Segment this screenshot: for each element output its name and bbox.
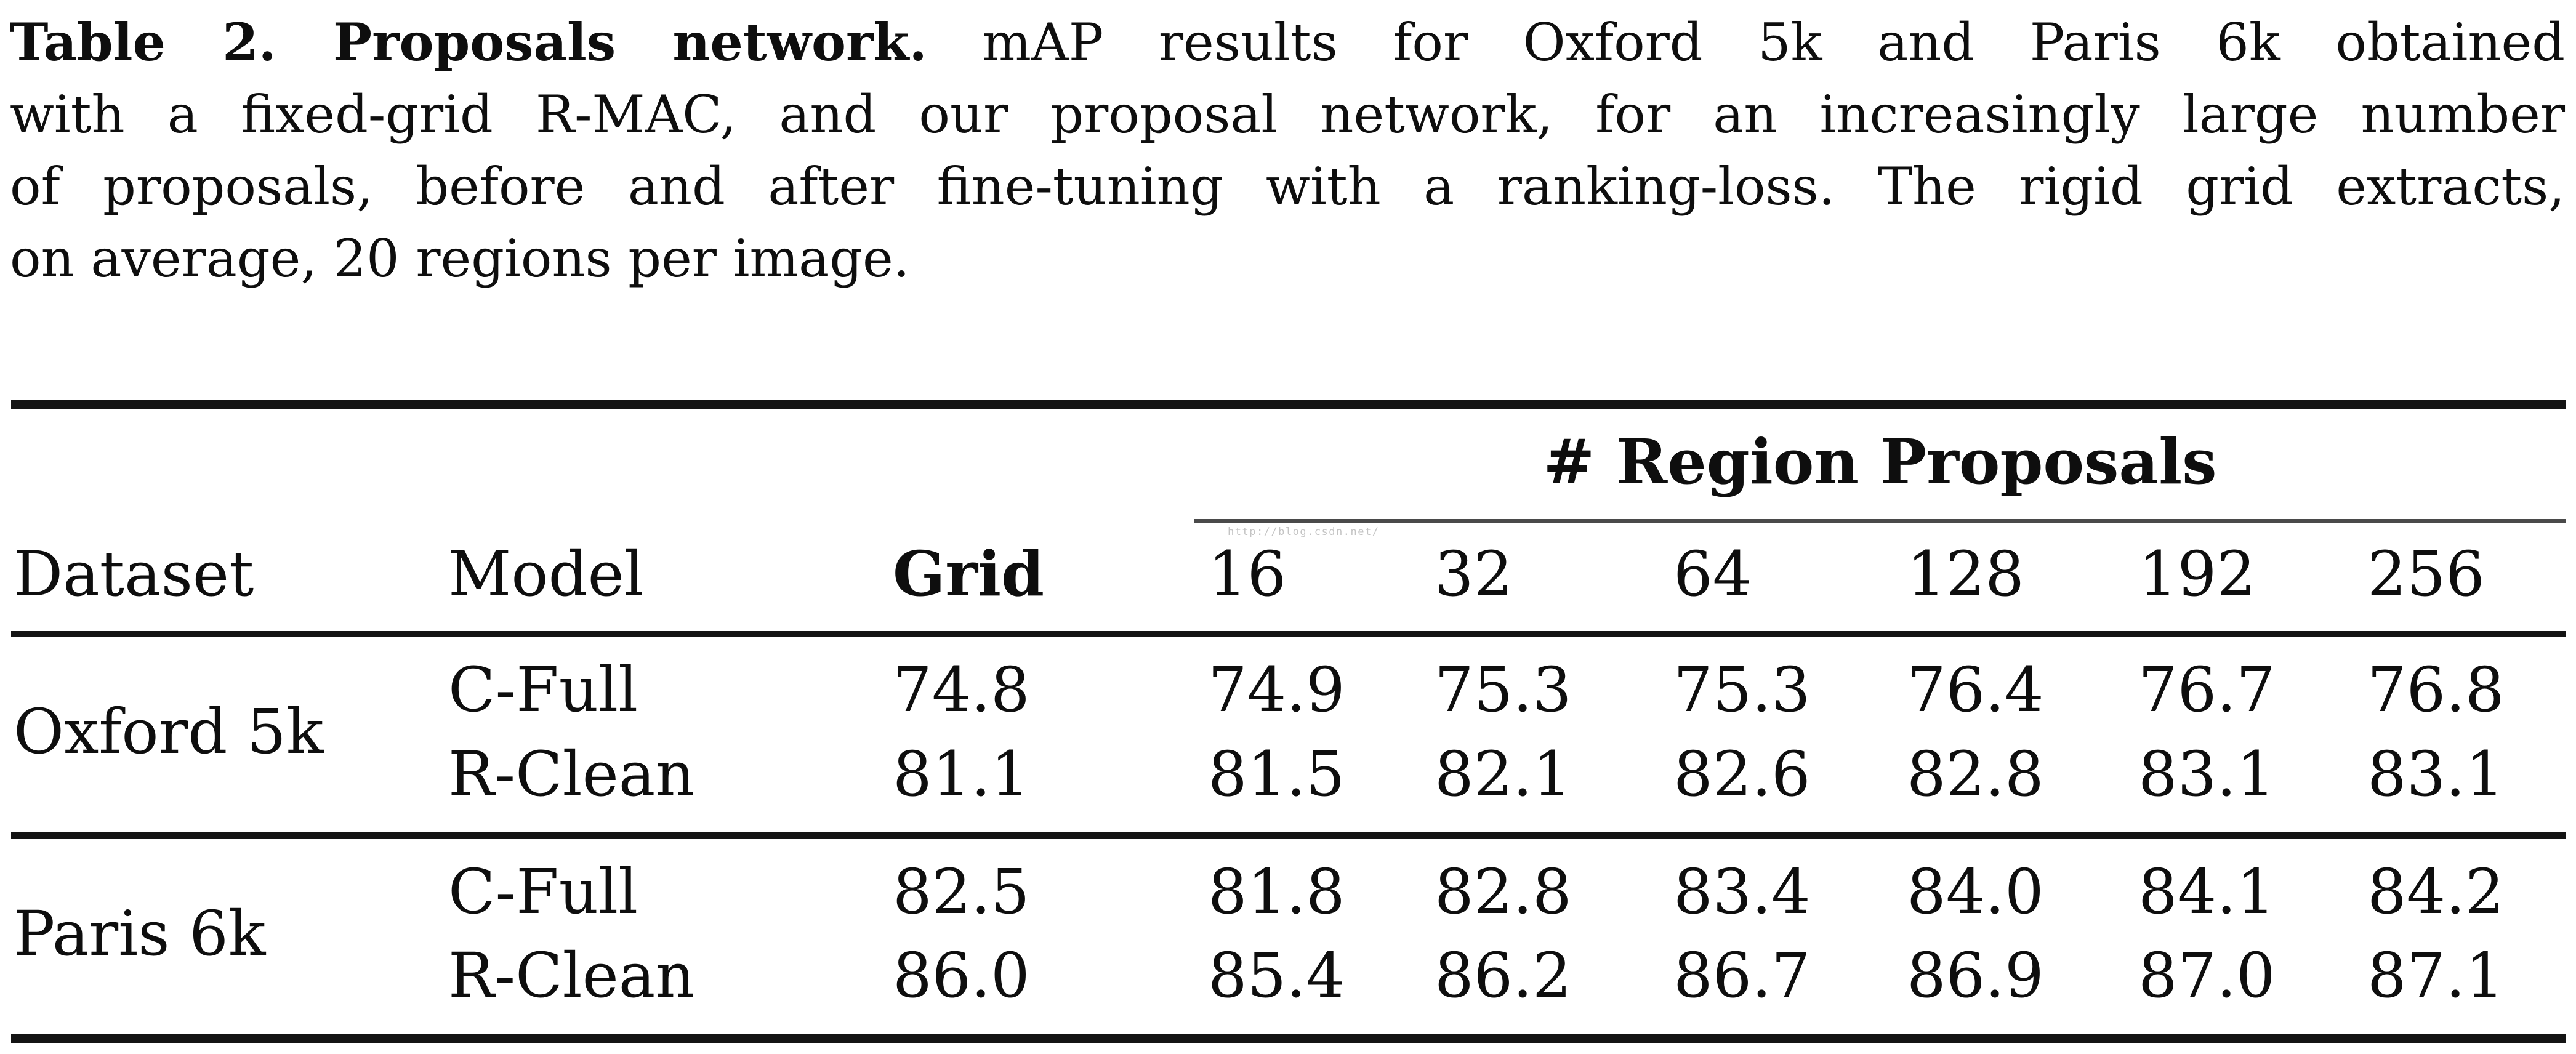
col-header-proposals-256: 256 — [2367, 538, 2485, 610]
oxford-cfull-p192: 76.7 — [2138, 654, 2276, 726]
oxford-paris-separator-rule — [11, 832, 2566, 839]
caption-line-1-text: mAP results for Oxford 5k and Paris 6k o… — [982, 12, 2566, 73]
paris-cfull-p256: 84.2 — [2367, 856, 2505, 928]
oxford-cfull-grid: 74.8 — [893, 654, 1030, 726]
oxford-rclean-p128: 82.8 — [1907, 738, 2044, 810]
paris-cfull-p192: 84.1 — [2138, 856, 2276, 928]
oxford-cfull-p256: 76.8 — [2367, 654, 2505, 726]
oxford-cfull-p32: 75.3 — [1435, 654, 1572, 726]
paris-rclean-p256: 87.1 — [2367, 939, 2505, 1012]
oxford-cfull-model: C-Full — [448, 654, 638, 726]
paris-rclean-p192: 87.0 — [2138, 939, 2276, 1012]
caption-line-2: with a fixed-grid R-MAC, and our proposa… — [10, 84, 2565, 145]
col-header-model: Model — [448, 538, 644, 610]
oxford-rclean-p16: 81.5 — [1208, 738, 1345, 810]
paris-cfull-p16: 81.8 — [1208, 856, 1345, 928]
oxford-cfull-p64: 75.3 — [1673, 654, 1811, 726]
paris-cfull-p64: 83.4 — [1673, 856, 1811, 928]
paris-cfull-p32: 82.8 — [1435, 856, 1572, 928]
table-bottom-rule — [11, 1034, 2566, 1043]
col-header-proposals-16: 16 — [1208, 538, 1287, 610]
watermark-url: http://blog.csdn.net/ — [1228, 526, 1380, 538]
oxford-cfull-p128: 76.4 — [1907, 654, 2044, 726]
caption-line-3: of proposals, before and after fine-tuni… — [10, 156, 2565, 217]
paris-rclean-p128: 86.9 — [1907, 939, 2044, 1012]
paris-rclean-p16: 85.4 — [1208, 939, 1345, 1012]
caption-title: Table 2. Proposals network. — [10, 12, 927, 73]
oxford-rclean-p64: 82.6 — [1673, 738, 1811, 810]
col-header-dataset: Dataset — [14, 538, 254, 610]
paris-rclean-p64: 86.7 — [1673, 939, 1811, 1012]
oxford-rclean-grid: 81.1 — [893, 738, 1030, 810]
dataset-label-oxford-5k: Oxford 5k — [14, 696, 324, 768]
caption-line-1: Table 2. Proposals network. mAP results … — [10, 6, 2565, 79]
paris-rclean-p32: 86.2 — [1435, 939, 1572, 1012]
col-header-grid: Grid — [893, 537, 1044, 610]
table-top-rule — [11, 400, 2566, 409]
paris-cfull-p128: 84.0 — [1907, 856, 2044, 928]
col-header-proposals-64: 64 — [1673, 538, 1752, 610]
header-bottom-rule — [11, 631, 2566, 637]
paris-rclean-model: R-Clean — [448, 939, 695, 1012]
caption-line-4: on average, 20 regions per image. — [10, 228, 910, 289]
region-proposals-underline-rule — [1194, 519, 2566, 523]
oxford-rclean-p256: 83.1 — [2367, 738, 2505, 810]
oxford-rclean-p192: 83.1 — [2138, 738, 2276, 810]
dataset-label-paris-6k: Paris 6k — [14, 898, 266, 970]
col-header-proposals-32: 32 — [1435, 538, 1513, 610]
oxford-cfull-p16: 74.9 — [1208, 654, 1345, 726]
region-proposals-span-header: # Region Proposals — [1543, 425, 2217, 498]
table-caption: Table 2. Proposals network. mAP results … — [10, 6, 2565, 295]
paris-cfull-grid: 82.5 — [893, 856, 1030, 928]
col-header-proposals-192: 192 — [2138, 538, 2256, 610]
paris-rclean-grid: 86.0 — [893, 939, 1030, 1012]
paris-cfull-model: C-Full — [448, 856, 638, 928]
oxford-rclean-p32: 82.1 — [1435, 738, 1572, 810]
oxford-rclean-model: R-Clean — [448, 738, 695, 810]
col-header-proposals-128: 128 — [1907, 538, 2024, 610]
